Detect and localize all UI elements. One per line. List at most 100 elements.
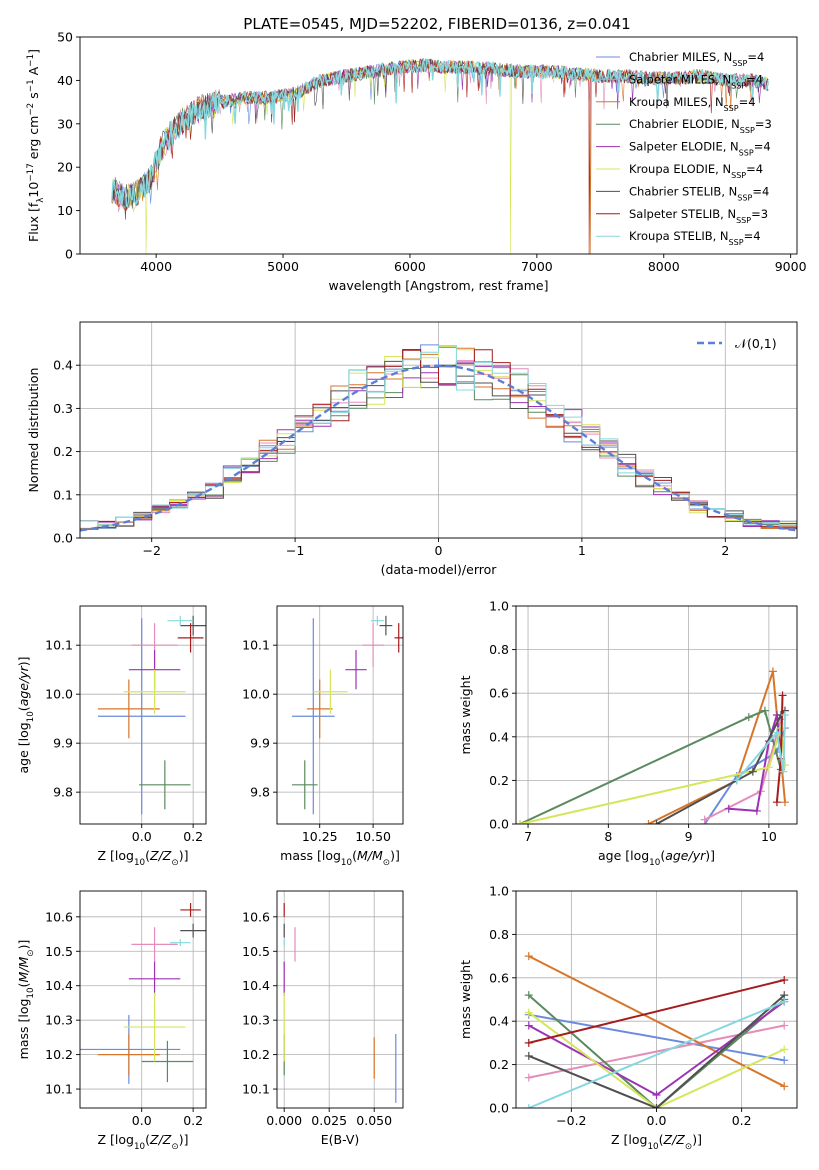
y-tick-label: 9.9: [250, 736, 270, 751]
mass-weight-marker: [779, 767, 788, 776]
mass-weight-marker: [524, 1051, 533, 1060]
mass-weight-marker: [524, 1038, 533, 1047]
x-axis-label: (data-model)/error: [381, 562, 498, 577]
y-tick-label: 10.1: [45, 1082, 73, 1097]
mass-weight-marker: [780, 1021, 789, 1030]
spectrum-line: [111, 58, 769, 254]
y-axis-label: age [log10(age/yr)]: [16, 656, 36, 773]
legend-entry: Kroupa ELODIE, NSSP=4: [629, 162, 763, 180]
x-axis-label: mass [log10(M/M⊙)]: [280, 848, 400, 868]
mass-weight-marker: [524, 1008, 533, 1017]
mass-weight-marker: [524, 991, 533, 1000]
axes-frame: [79, 36, 798, 255]
x-tick-label: 9: [685, 829, 693, 844]
weight-z-axes: −0.2 0.0 0.2 0.0 0.2 0.4 0.6 0.8 1.0 Z [log10(Z/Z…: [458, 884, 798, 1152]
errorbar-point: [180, 903, 201, 917]
errorbar-point: [131, 927, 178, 962]
mass-weight-marker: [772, 728, 781, 737]
mass-weight-line: [528, 1024, 785, 1079]
errorbar-point: [345, 650, 367, 690]
x-tick-label: 0.000: [266, 1113, 302, 1128]
y-tick-label: 0.2: [489, 773, 509, 788]
x-axis-label: age [log10(age/yr)]: [598, 848, 715, 868]
mass-ebv-axes: 0.000 0.025 0.050 10.1 10.2 10.3 10.4 10.5 10.6 E…: [242, 890, 404, 1147]
mass-weight-line: [528, 994, 785, 1108]
y-tick-label: 20: [57, 160, 73, 175]
mass-weight-marker: [748, 767, 757, 776]
y-tick-label: 0.6: [489, 970, 509, 985]
y-tick-label: 10.3: [242, 1013, 270, 1028]
x-tick-label: 0.2: [183, 1113, 203, 1128]
mass-weight-marker: [780, 1082, 789, 1091]
x-tick-label: 0.2: [183, 829, 203, 844]
y-tick-label: 10: [57, 203, 73, 218]
mass-weight-marker: [524, 1104, 533, 1108]
y-tick-label: 10.5: [242, 944, 270, 959]
plot-layer: 4000 5000 6000 7000 8000 900001020304050wavel…: [16, 30, 807, 1153]
mass-weight-line: [736, 714, 786, 782]
y-tick-label: 0.8: [489, 927, 509, 942]
errorbar-point: [306, 679, 333, 739]
age-z-axes: 0.0 0.2 9.8 9.9 10.0 10.1 Z [log10(Z/Z⊙)] age […: [16, 605, 207, 868]
figure-title: PLATE=0545, MJD=52202, FIBERID=0136, z=0…: [243, 15, 630, 33]
x-axis-label: E(B-V): [321, 1132, 360, 1147]
mass-weight-marker: [732, 776, 741, 785]
y-tick-label: 0.4: [489, 729, 509, 744]
mass-weight-marker: [724, 804, 733, 813]
errorbar-point: [98, 618, 186, 815]
mass-weight-line: [528, 1011, 785, 1108]
mass-weight-marker: [652, 1104, 661, 1108]
mass-weight-marker: [752, 806, 761, 815]
spectrum-line: [111, 58, 769, 254]
plot-area: [111, 57, 770, 254]
spectrum-line: [111, 57, 770, 207]
mass-weight-marker: [516, 820, 525, 824]
errorbar-point: [370, 615, 384, 626]
histogram-axes: −2 −1 0 1 2 0.0 0.1 0.2 0.3 0.4 (data-model)/error…: [26, 321, 798, 577]
x-tick-label: −2: [142, 543, 160, 558]
y-tick-label: 0.0: [53, 531, 73, 546]
legend-entry: Chabrier ELODIE, NSSP=3: [629, 117, 772, 135]
x-tick-label: 0: [435, 543, 443, 558]
mass-weight-marker: [780, 1045, 789, 1054]
legend-entry: 𝒩(0,1): [735, 336, 777, 351]
y-tick-label: 0.4: [53, 358, 73, 373]
mass-weight-line: [519, 709, 782, 824]
x-tick-label: 4000: [140, 259, 172, 274]
mass-weight-marker: [524, 952, 533, 961]
mass-weight-marker: [780, 711, 789, 719]
axes-frame: [276, 890, 404, 1109]
y-tick-label: 0.8: [489, 642, 509, 657]
legend-entry: Chabrier STELIB, NSSP=4: [629, 184, 769, 202]
x-axis-label: Z [log10(Z/Z⊙)]: [98, 1132, 189, 1152]
x-axis-label: Z [log10(Z/Z⊙)]: [98, 848, 189, 868]
spectrum-axes: 4000 5000 6000 7000 8000 9000 0 10 20 30 40 50 wavel…: [26, 30, 807, 294]
mass-weight-marker: [780, 997, 789, 1006]
plot-area: [80, 344, 797, 532]
x-tick-label: 10.50: [355, 829, 391, 844]
errorbar-point: [291, 618, 335, 815]
histogram-step: [80, 345, 797, 527]
errorbar-point: [123, 669, 186, 714]
weight-age-axes: 7 8 9 10 0.0 0.2 0.4 0.6 0.8 1.0 age [log10(age/yr…: [458, 599, 798, 868]
y-tick-label: 0.1: [53, 487, 73, 502]
axes-frame: [79, 605, 207, 825]
axes-frame: [276, 605, 404, 825]
mass-weight-line: [528, 979, 785, 1044]
y-tick-label: 10.2: [242, 1047, 270, 1062]
y-tick-label: 10.4: [45, 978, 73, 993]
y-axis-label: Normed distribution: [26, 368, 41, 493]
y-tick-label: 10.0: [242, 687, 270, 702]
plot-area: [283, 903, 397, 1103]
y-tick-label: 10.6: [242, 909, 270, 924]
y-tick-label: 10.6: [45, 909, 73, 924]
legend-entry: Salpeter STELIB, NSSP=3: [629, 207, 768, 225]
errorbar-point: [180, 923, 206, 938]
mass-weight-marker: [644, 820, 653, 824]
y-tick-label: 10.1: [242, 638, 270, 653]
mass-weight-marker: [524, 1021, 533, 1030]
x-tick-label: 0.050: [356, 1113, 392, 1128]
y-tick-label: 10.2: [45, 1047, 73, 1062]
plot-area: [516, 667, 789, 824]
x-tick-label: 0.0: [647, 1113, 667, 1128]
